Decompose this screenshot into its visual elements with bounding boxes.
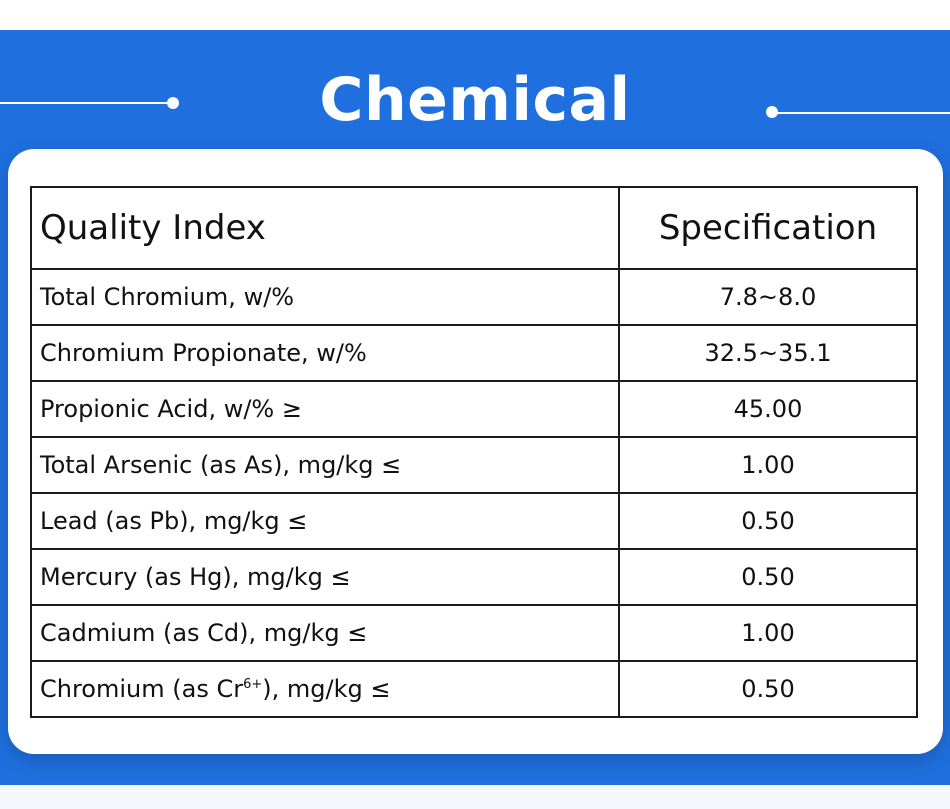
quality-index-cell: Total Arsenic (as As), mg/kg ≤ — [30, 436, 620, 494]
specification-cell: 45.00 — [618, 380, 918, 438]
title-line-right — [776, 112, 950, 114]
table-row: Lead (as Pb), mg/kg ≤ 0.50 — [30, 492, 918, 550]
quality-index-cell: Lead (as Pb), mg/kg ≤ — [30, 492, 620, 550]
index-prefix: Chromium (as Cr — [40, 675, 244, 703]
specification-cell: 1.00 — [618, 604, 918, 662]
top-strip — [0, 0, 950, 30]
table-row: Chromium (as Cr6+), mg/kg ≤ 0.50 — [30, 660, 918, 718]
quality-index-cell: Chromium Propionate, w/% — [30, 324, 620, 382]
table-header-row: Quality Index Specification — [30, 186, 918, 270]
quality-index-cell: Mercury (as Hg), mg/kg ≤ — [30, 548, 620, 606]
quality-index-cell: Chromium (as Cr6+), mg/kg ≤ — [30, 660, 620, 718]
index-suffix: ), mg/kg ≤ — [262, 675, 391, 703]
index-superscript: 6+ — [243, 677, 263, 692]
table-row: Cadmium (as Cd), mg/kg ≤ 1.00 — [30, 604, 918, 662]
title-dot-left — [167, 97, 179, 109]
table-row: Total Chromium, w/% 7.8~8.0 — [30, 268, 918, 326]
quality-index-cell: Propionic Acid, w/% ≥ — [30, 380, 620, 438]
table-row: Total Arsenic (as As), mg/kg ≤ 1.00 — [30, 436, 918, 494]
quality-index-cell: Cadmium (as Cd), mg/kg ≤ — [30, 604, 620, 662]
table-row: Mercury (as Hg), mg/kg ≤ 0.50 — [30, 548, 918, 606]
table-row: Propionic Acid, w/% ≥ 45.00 — [30, 380, 918, 438]
spec-table: Quality Index Specification Total Chromi… — [30, 186, 918, 718]
specification-cell: 0.50 — [618, 660, 918, 718]
specification-cell: 7.8~8.0 — [618, 268, 918, 326]
specification-cell: 1.00 — [618, 436, 918, 494]
bottom-strip — [0, 785, 950, 809]
specification-cell: 32.5~35.1 — [618, 324, 918, 382]
title-line-left — [0, 102, 172, 104]
quality-index-cell: Total Chromium, w/% — [30, 268, 620, 326]
header-specification: Specification — [618, 186, 918, 270]
table-row: Chromium Propionate, w/% 32.5~35.1 — [30, 324, 918, 382]
header-quality-index: Quality Index — [30, 186, 620, 270]
title-dot-right — [766, 106, 778, 118]
specification-cell: 0.50 — [618, 548, 918, 606]
specification-cell: 0.50 — [618, 492, 918, 550]
